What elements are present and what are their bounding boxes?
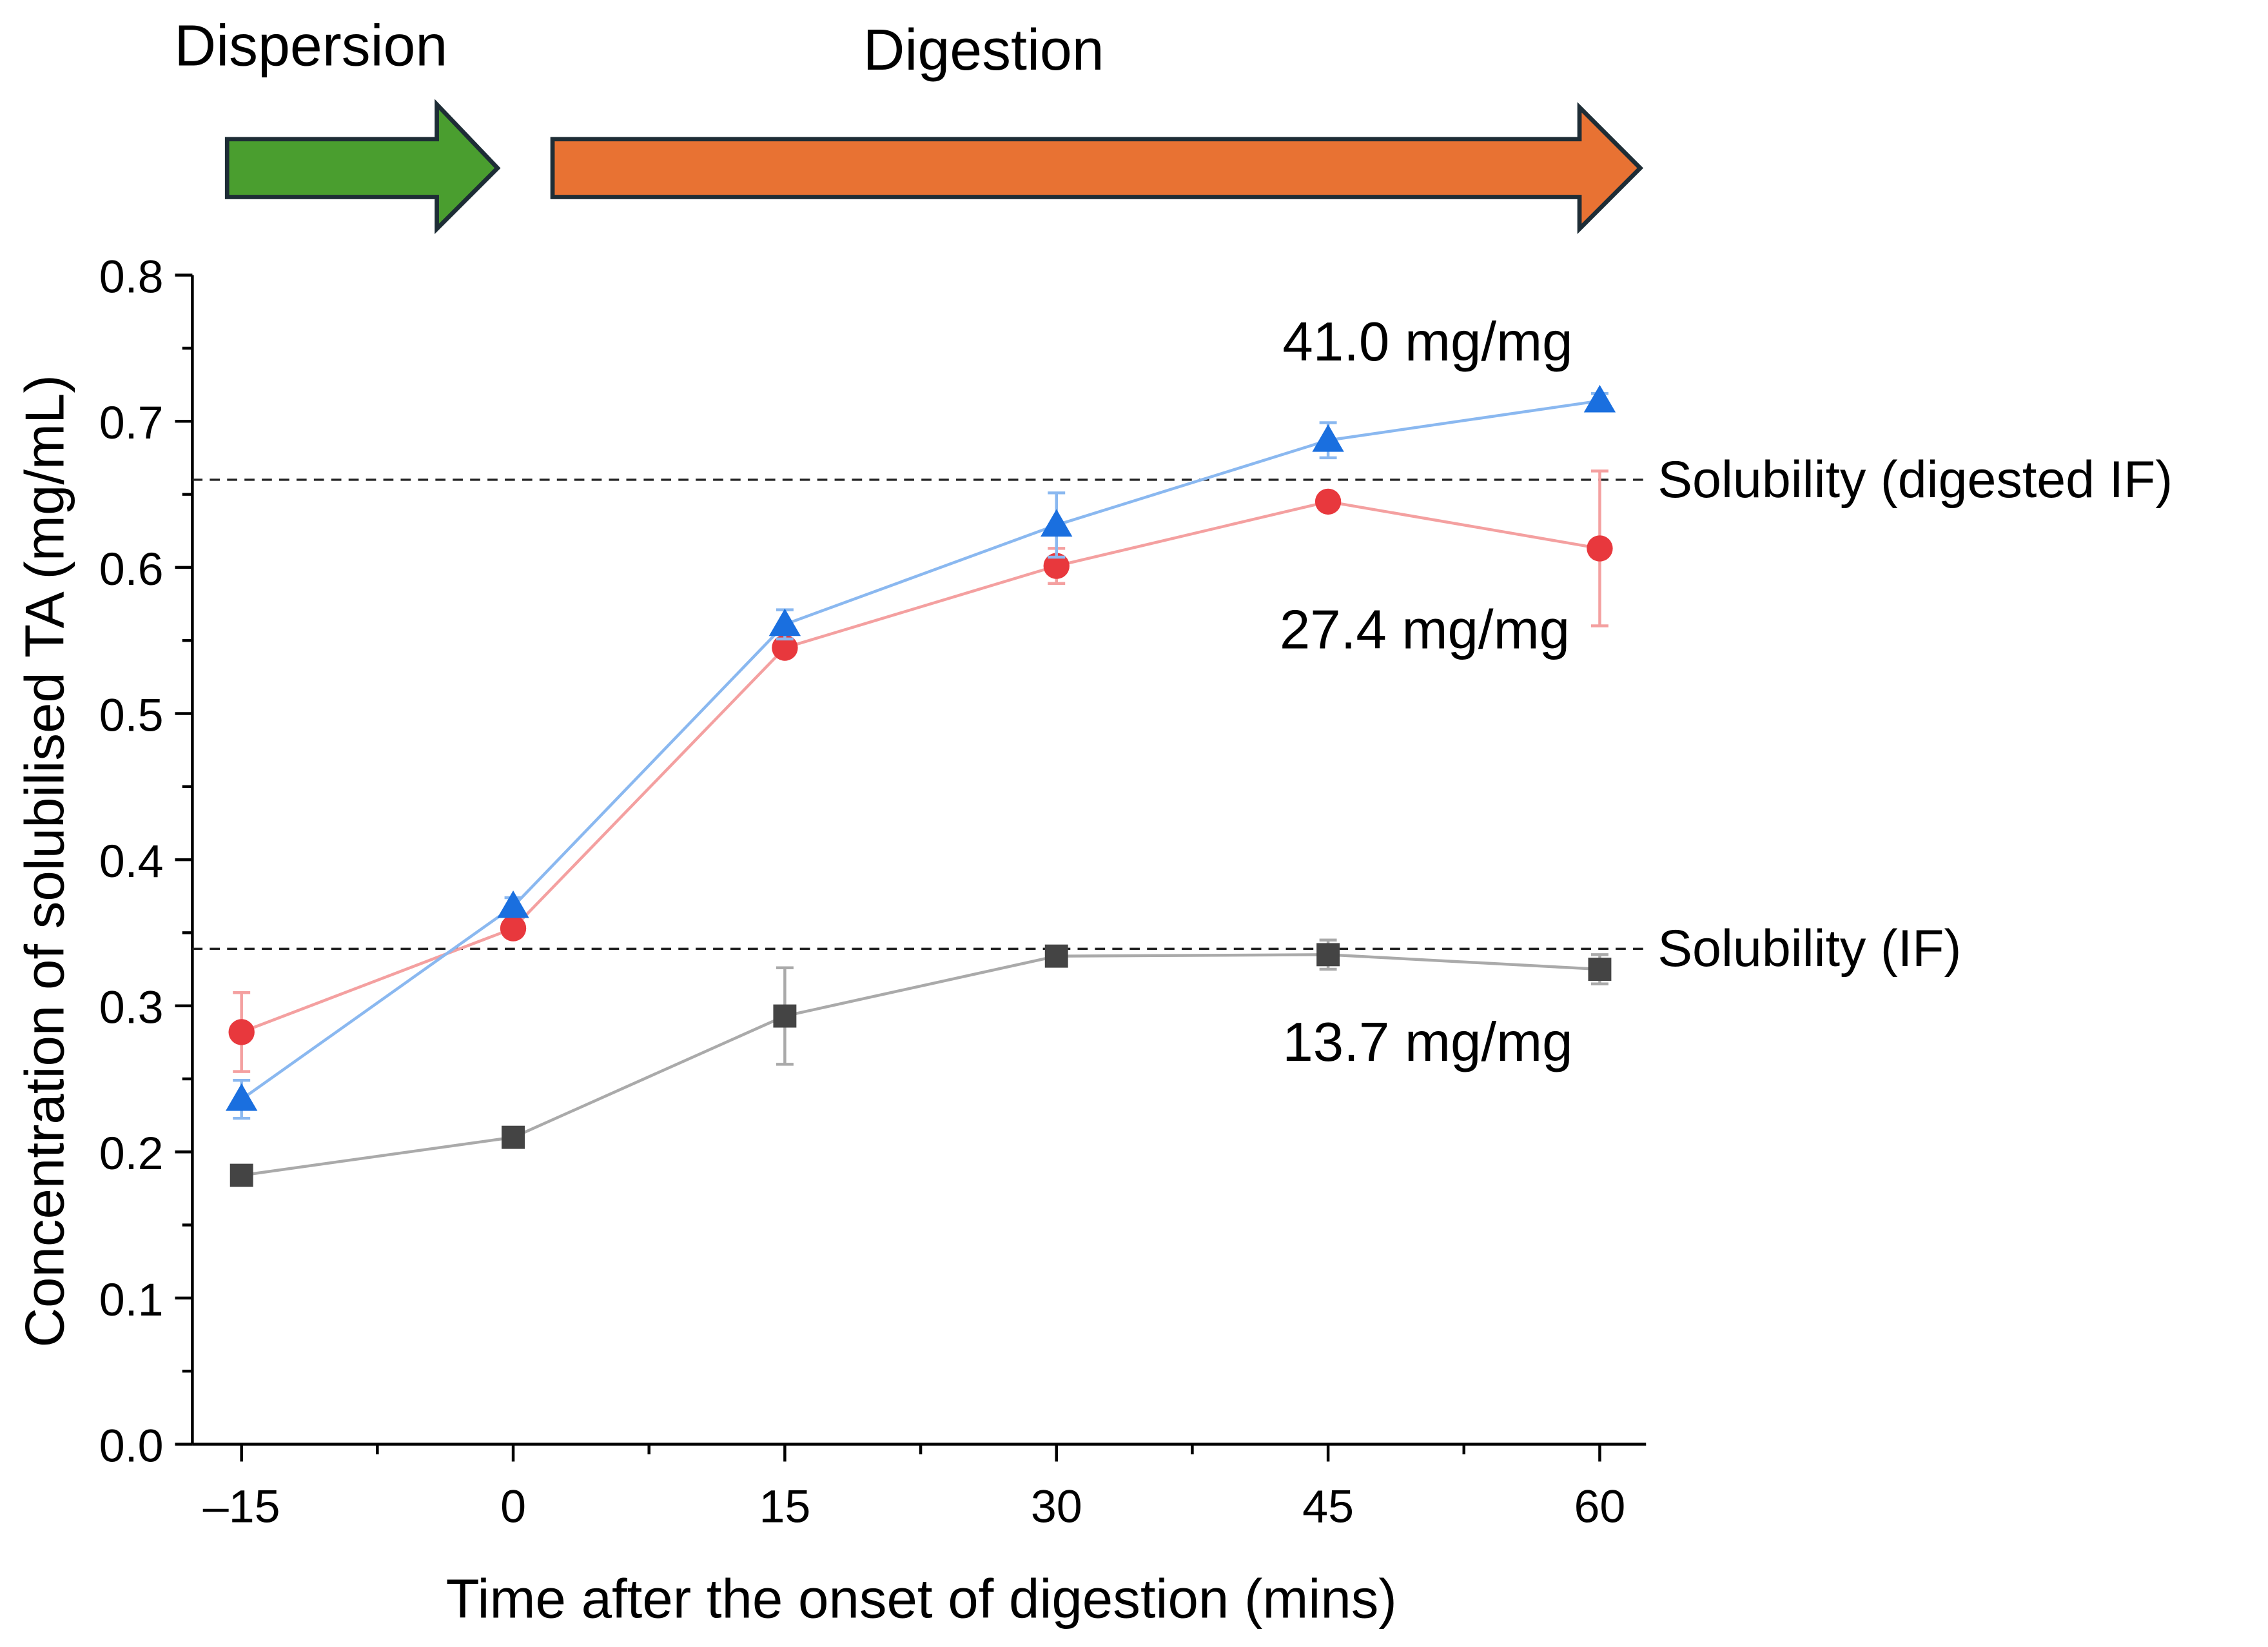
- data-point-triangle: [497, 890, 529, 918]
- reference-line-label: Solubility (digested IF): [1657, 451, 2173, 509]
- axes: 0.0 0.1 0.2 0.3 0.4 0.5 0.6 0.7 0.8 –15 0 15 30 45 60: [99, 251, 1647, 1533]
- series-group: [226, 384, 1616, 1187]
- y-axis-label: Concentration of solubilised TA (mg/mL): [15, 375, 76, 1347]
- series-blue: [226, 384, 1616, 1120]
- x-tick-label: 15: [759, 1481, 810, 1533]
- data-point-circle: [772, 635, 798, 661]
- y-tick-label: 0.2: [99, 1128, 164, 1179]
- data-point-square: [230, 1163, 253, 1187]
- phase-label-digestion: Digestion: [863, 18, 1104, 83]
- data-point-triangle: [768, 608, 801, 636]
- data-point-square: [502, 1125, 525, 1149]
- y-tick-label: 0.6: [99, 544, 164, 595]
- data-point-square: [1044, 944, 1068, 968]
- reference-lines: Solubility (digested IF) Solubility (IF): [192, 451, 2173, 978]
- x-tick-label: 30: [1031, 1481, 1082, 1533]
- data-point-square: [1588, 958, 1612, 981]
- data-point-circle: [1043, 553, 1070, 579]
- y-tick-label: 0.8: [99, 251, 164, 303]
- data-point-circle: [1587, 535, 1613, 562]
- y-tick-label: 0.3: [99, 982, 164, 1034]
- annotation-gray: 13.7 mg/mg: [1282, 1012, 1572, 1073]
- y-tick-label: 0.7: [99, 397, 164, 449]
- series-line: [240, 500, 1600, 1034]
- digestion-arrow: [550, 102, 1644, 234]
- series-line: [241, 953, 1600, 1177]
- x-tick-label: 45: [1302, 1481, 1354, 1533]
- data-point-circle: [1315, 488, 1342, 515]
- y-tick-label: 0.0: [99, 1420, 164, 1472]
- annotation-red: 27.4 mg/mg: [1280, 600, 1570, 661]
- x-tick-label: 60: [1574, 1481, 1626, 1533]
- y-tick-label: 0.1: [99, 1274, 164, 1326]
- y-tick-label: 0.5: [99, 689, 164, 741]
- data-point-circle: [500, 915, 527, 942]
- x-tick-label: –15: [203, 1481, 280, 1533]
- series-gray: [230, 938, 1612, 1187]
- y-tick-label: 0.4: [99, 836, 164, 887]
- series-line: [240, 399, 1600, 1101]
- dispersion-arrow: [224, 99, 501, 234]
- data-point-triangle: [226, 1083, 258, 1111]
- series-red: [228, 469, 1613, 1073]
- reference-line-label: Solubility (IF): [1657, 920, 1961, 978]
- annotation-blue: 41.0 mg/mg: [1282, 311, 1572, 373]
- data-point-circle: [228, 1019, 255, 1045]
- x-tick-label: 0: [500, 1481, 526, 1533]
- data-point-triangle: [1312, 424, 1344, 452]
- data-point-triangle: [1583, 384, 1616, 413]
- phase-label-dispersion: Dispersion: [174, 14, 447, 78]
- x-axis-label: Time after the onset of digestion (mins): [446, 1569, 1397, 1630]
- data-point-square: [773, 1004, 797, 1028]
- data-point-triangle: [1041, 509, 1073, 537]
- data-point-square: [1316, 943, 1340, 967]
